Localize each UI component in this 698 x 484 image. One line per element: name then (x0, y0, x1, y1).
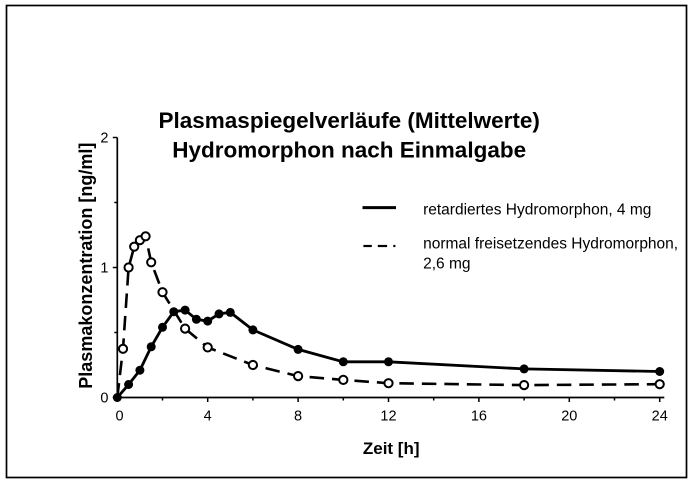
svg-text:8: 8 (294, 408, 302, 424)
svg-text:Zeit [h]: Zeit [h] (363, 439, 420, 458)
svg-text:Plasmaspiegelverläufe (Mittelw: Plasmaspiegelverläufe (Mittelwerte) (159, 108, 540, 133)
svg-text:16: 16 (471, 408, 487, 424)
svg-text:Hydromorphon nach Einmalgabe: Hydromorphon nach Einmalgabe (172, 138, 526, 163)
svg-text:normal freisetzendes Hydromorp: normal freisetzendes Hydromorphon, (423, 236, 678, 253)
svg-text:20: 20 (561, 408, 577, 424)
svg-text:24: 24 (652, 408, 668, 424)
svg-text:0: 0 (100, 391, 108, 407)
svg-text:0: 0 (115, 408, 123, 424)
svg-text:retardiertes Hydromorphon, 4 m: retardiertes Hydromorphon, 4 mg (423, 202, 651, 219)
svg-text:4: 4 (204, 408, 212, 424)
svg-text:2: 2 (100, 131, 108, 147)
svg-text:12: 12 (380, 408, 396, 424)
svg-text:Plasmakonzentration [ng/ml]: Plasmakonzentration [ng/ml] (76, 143, 96, 389)
svg-text:1: 1 (100, 261, 108, 277)
svg-text:2,6 mg: 2,6 mg (423, 256, 470, 273)
